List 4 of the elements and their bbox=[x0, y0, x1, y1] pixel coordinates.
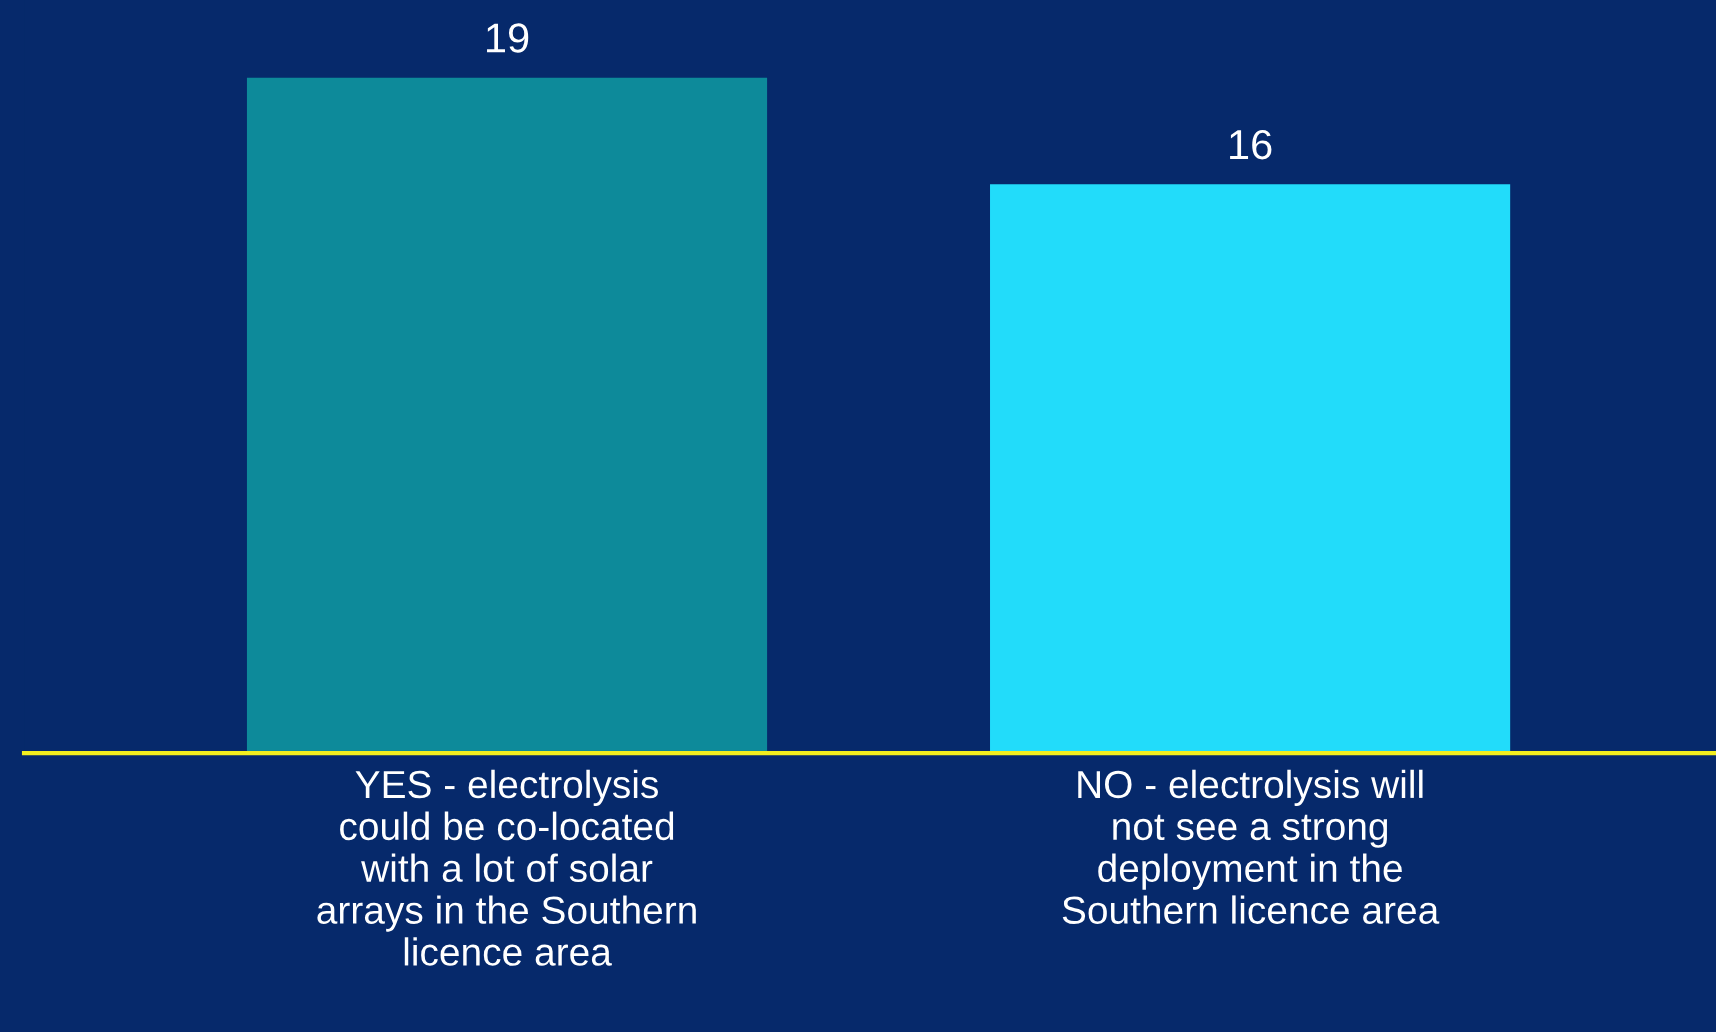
x-tick-label: NO - electrolysis will not see a strong deployment in the Southern licence area bbox=[1062, 769, 1440, 924]
x-tick-label: YES - electrolysis could be co-located with a lot of solar arrays in the Southern licence area bbox=[317, 769, 696, 966]
data-label: 16 bbox=[1230, 129, 1272, 160]
data-label: 19 bbox=[487, 23, 529, 53]
